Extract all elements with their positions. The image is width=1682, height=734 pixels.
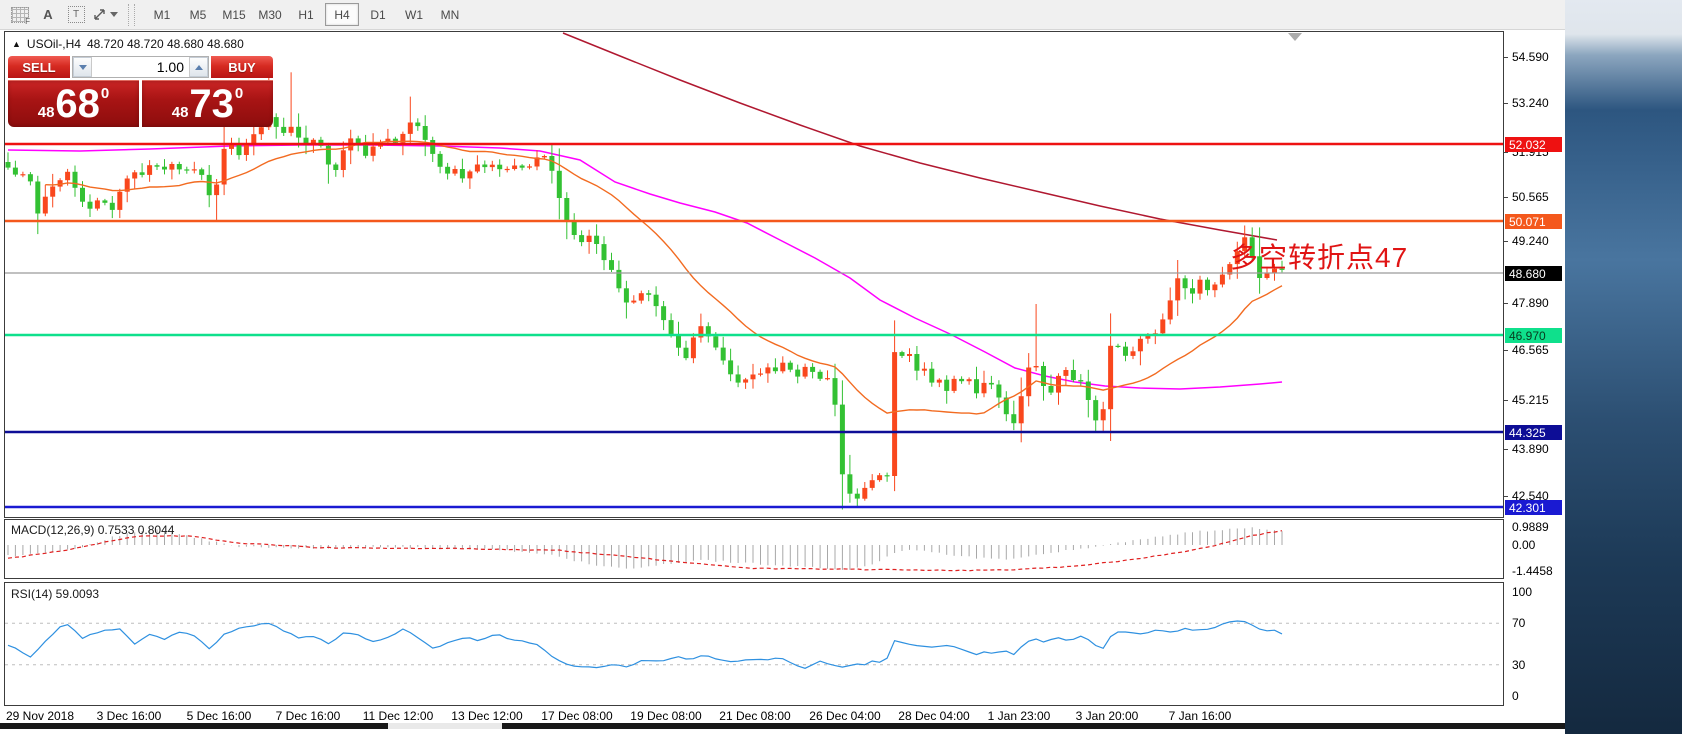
sell-button[interactable]: SELL [8,56,70,78]
timeframe-button-m1[interactable]: M1 [153,7,171,22]
buy-price-sup: 0 [234,85,244,102]
time-axis-label: 26 Dec 04:00 [809,709,881,723]
price-level-flag: 42.301 [1505,500,1562,515]
time-axis[interactable]: 29 Nov 2018 3 Dec 16:00 5 Dec 16:00 7 Dec 1… [4,707,1565,723]
price-axis-tick [1504,496,1508,497]
price-axis-tick [1504,241,1508,242]
objects-tool-button[interactable] [92,4,118,26]
time-axis-label: 17 Dec 08:00 [541,709,613,723]
buy-price-prefix: 48 [171,104,189,121]
timeframe-button-mn[interactable]: MN [440,7,460,22]
current-price-flag: 48.680 [1505,266,1562,281]
timeframe-button-d1[interactable]: D1 [370,7,386,22]
rsi-axis-label: 30 [1512,658,1526,672]
scrollbar-thumb[interactable] [388,723,502,729]
text-label-icon: T [67,6,85,23]
price-axis-label: 54.590 [1512,50,1549,64]
chevron-down-icon [110,12,118,17]
time-axis-label: 13 Dec 12:00 [451,709,523,723]
price-axis-label: 45.215 [1512,393,1549,407]
timeframe-button-m5[interactable]: M5 [189,7,207,22]
volume-stepper: 1.00 [72,56,209,78]
rsi-axis-label: 70 [1512,616,1526,630]
timeframe-button-h4[interactable]: H4 [325,3,359,26]
price-axis-tick [1504,400,1508,401]
time-axis-label: 21 Dec 08:00 [719,709,791,723]
price-axis-label: 43.890 [1512,442,1549,456]
price-level-flag: 52.032 [1505,137,1562,152]
price-level-flag: 50.071 [1505,214,1562,229]
macd-axis-label: 0.00 [1512,538,1536,552]
time-axis-label: 29 Nov 2018 [5,709,75,723]
price-axis-tick [1504,103,1508,104]
rsi-axis-label: 0 [1512,689,1519,703]
timeframe-button-h1[interactable]: H1 [298,7,314,22]
objects-arrows-icon [94,9,105,20]
time-axis-label: 5 Dec 16:00 [186,709,252,723]
buy-price-display[interactable]: 48 73 0 [142,80,273,127]
price-axis-tick [1504,350,1508,351]
time-axis-label: 11 Dec 12:00 [362,709,434,723]
timeframe-button-m30[interactable]: M30 [258,7,282,22]
macd-axis-label: -1.4458 [1512,564,1553,578]
rsi-label: RSI(14) 59.0093 [11,587,100,601]
sell-price-display[interactable]: 48 68 0 [8,80,139,127]
one-click-trading-panel: SELL 1.00 BUY 48 68 0 48 73 0 [8,56,273,127]
time-axis-label: 7 Dec 16:00 [275,709,341,723]
volume-input[interactable]: 1.00 [156,59,184,75]
horizontal-scrollbar[interactable] [0,723,1565,729]
price-axis-tick [1504,303,1508,304]
toolbar: F A T M1 M5 M15 M30 H1 H4 D1 W1 MN [0,0,1565,30]
price-level-flag: 46.970 [1505,328,1562,343]
toolbar-separator [128,3,135,26]
sell-price-prefix: 48 [37,104,55,121]
triangle-up-icon [194,64,203,70]
time-axis-label: 3 Jan 20:00 [1075,709,1139,723]
macd-label: MACD(12,26,9) 0.7533 0.8044 [11,523,175,537]
grid-tool-button[interactable]: F [8,4,32,26]
price-axis-tick [1504,449,1508,450]
volume-decrease-button[interactable] [73,57,92,77]
sell-price-sup: 0 [100,85,110,102]
annotation-text: 多空转折点47 [1230,242,1409,273]
price-axis[interactable]: 54.590 53.240 51.915 50.565 49.240 47.890 46.5… [1504,31,1565,723]
background-window-strip [1565,0,1682,734]
price-axis-label: 46.565 [1512,343,1549,357]
rsi-axis-label: 100 [1512,585,1533,599]
buy-price-big: 73 [189,82,234,126]
volume-increase-button[interactable] [189,57,208,77]
price-axis-tick [1504,197,1508,198]
buy-button[interactable]: BUY [211,56,273,78]
ohlc-values: 48.720 48.720 48.680 48.680 [86,37,244,51]
price-axis-label: 42.540 [1512,489,1549,503]
font-icon: A [43,7,53,22]
price-axis-label: 53.240 [1512,96,1549,110]
price-axis-label: 49.240 [1512,234,1549,248]
chart-title: ▲ USOil-,H4 48.720 48.720 48.680 48.680 [12,37,244,51]
price-axis-label: 47.890 [1512,296,1549,310]
text-label-tool-button[interactable]: T [64,4,88,26]
time-axis-label: 19 Dec 08:00 [630,709,702,723]
grid-icon: F [11,6,30,26]
chart-shift-marker-icon[interactable] [1288,33,1302,41]
price-level-flag: 44.325 [1505,425,1562,440]
time-axis-label: 3 Dec 16:00 [96,709,162,723]
time-axis-label: 28 Dec 04:00 [898,709,970,723]
price-axis-tick [1504,57,1508,58]
price-axis-label: 50.565 [1512,190,1549,204]
font-tool-button[interactable]: A [36,4,60,26]
time-axis-label: 1 Jan 23:00 [987,709,1051,723]
time-axis-label: 7 Jan 16:00 [1168,709,1232,723]
collapse-panel-icon[interactable]: ▲ [12,39,21,49]
timeframe-button-w1[interactable]: W1 [405,7,423,22]
price-axis-tick [1504,152,1508,153]
timeframe-group: M1 M5 M15 M30 H1 H4 D1 W1 MN [145,3,467,26]
sell-price-big: 68 [55,82,100,126]
symbol-period-label: USOil-,H4 [26,37,81,51]
triangle-down-icon [78,64,87,70]
timeframe-button-m15[interactable]: M15 [222,7,246,22]
macd-axis-label: 0.9889 [1512,520,1549,534]
